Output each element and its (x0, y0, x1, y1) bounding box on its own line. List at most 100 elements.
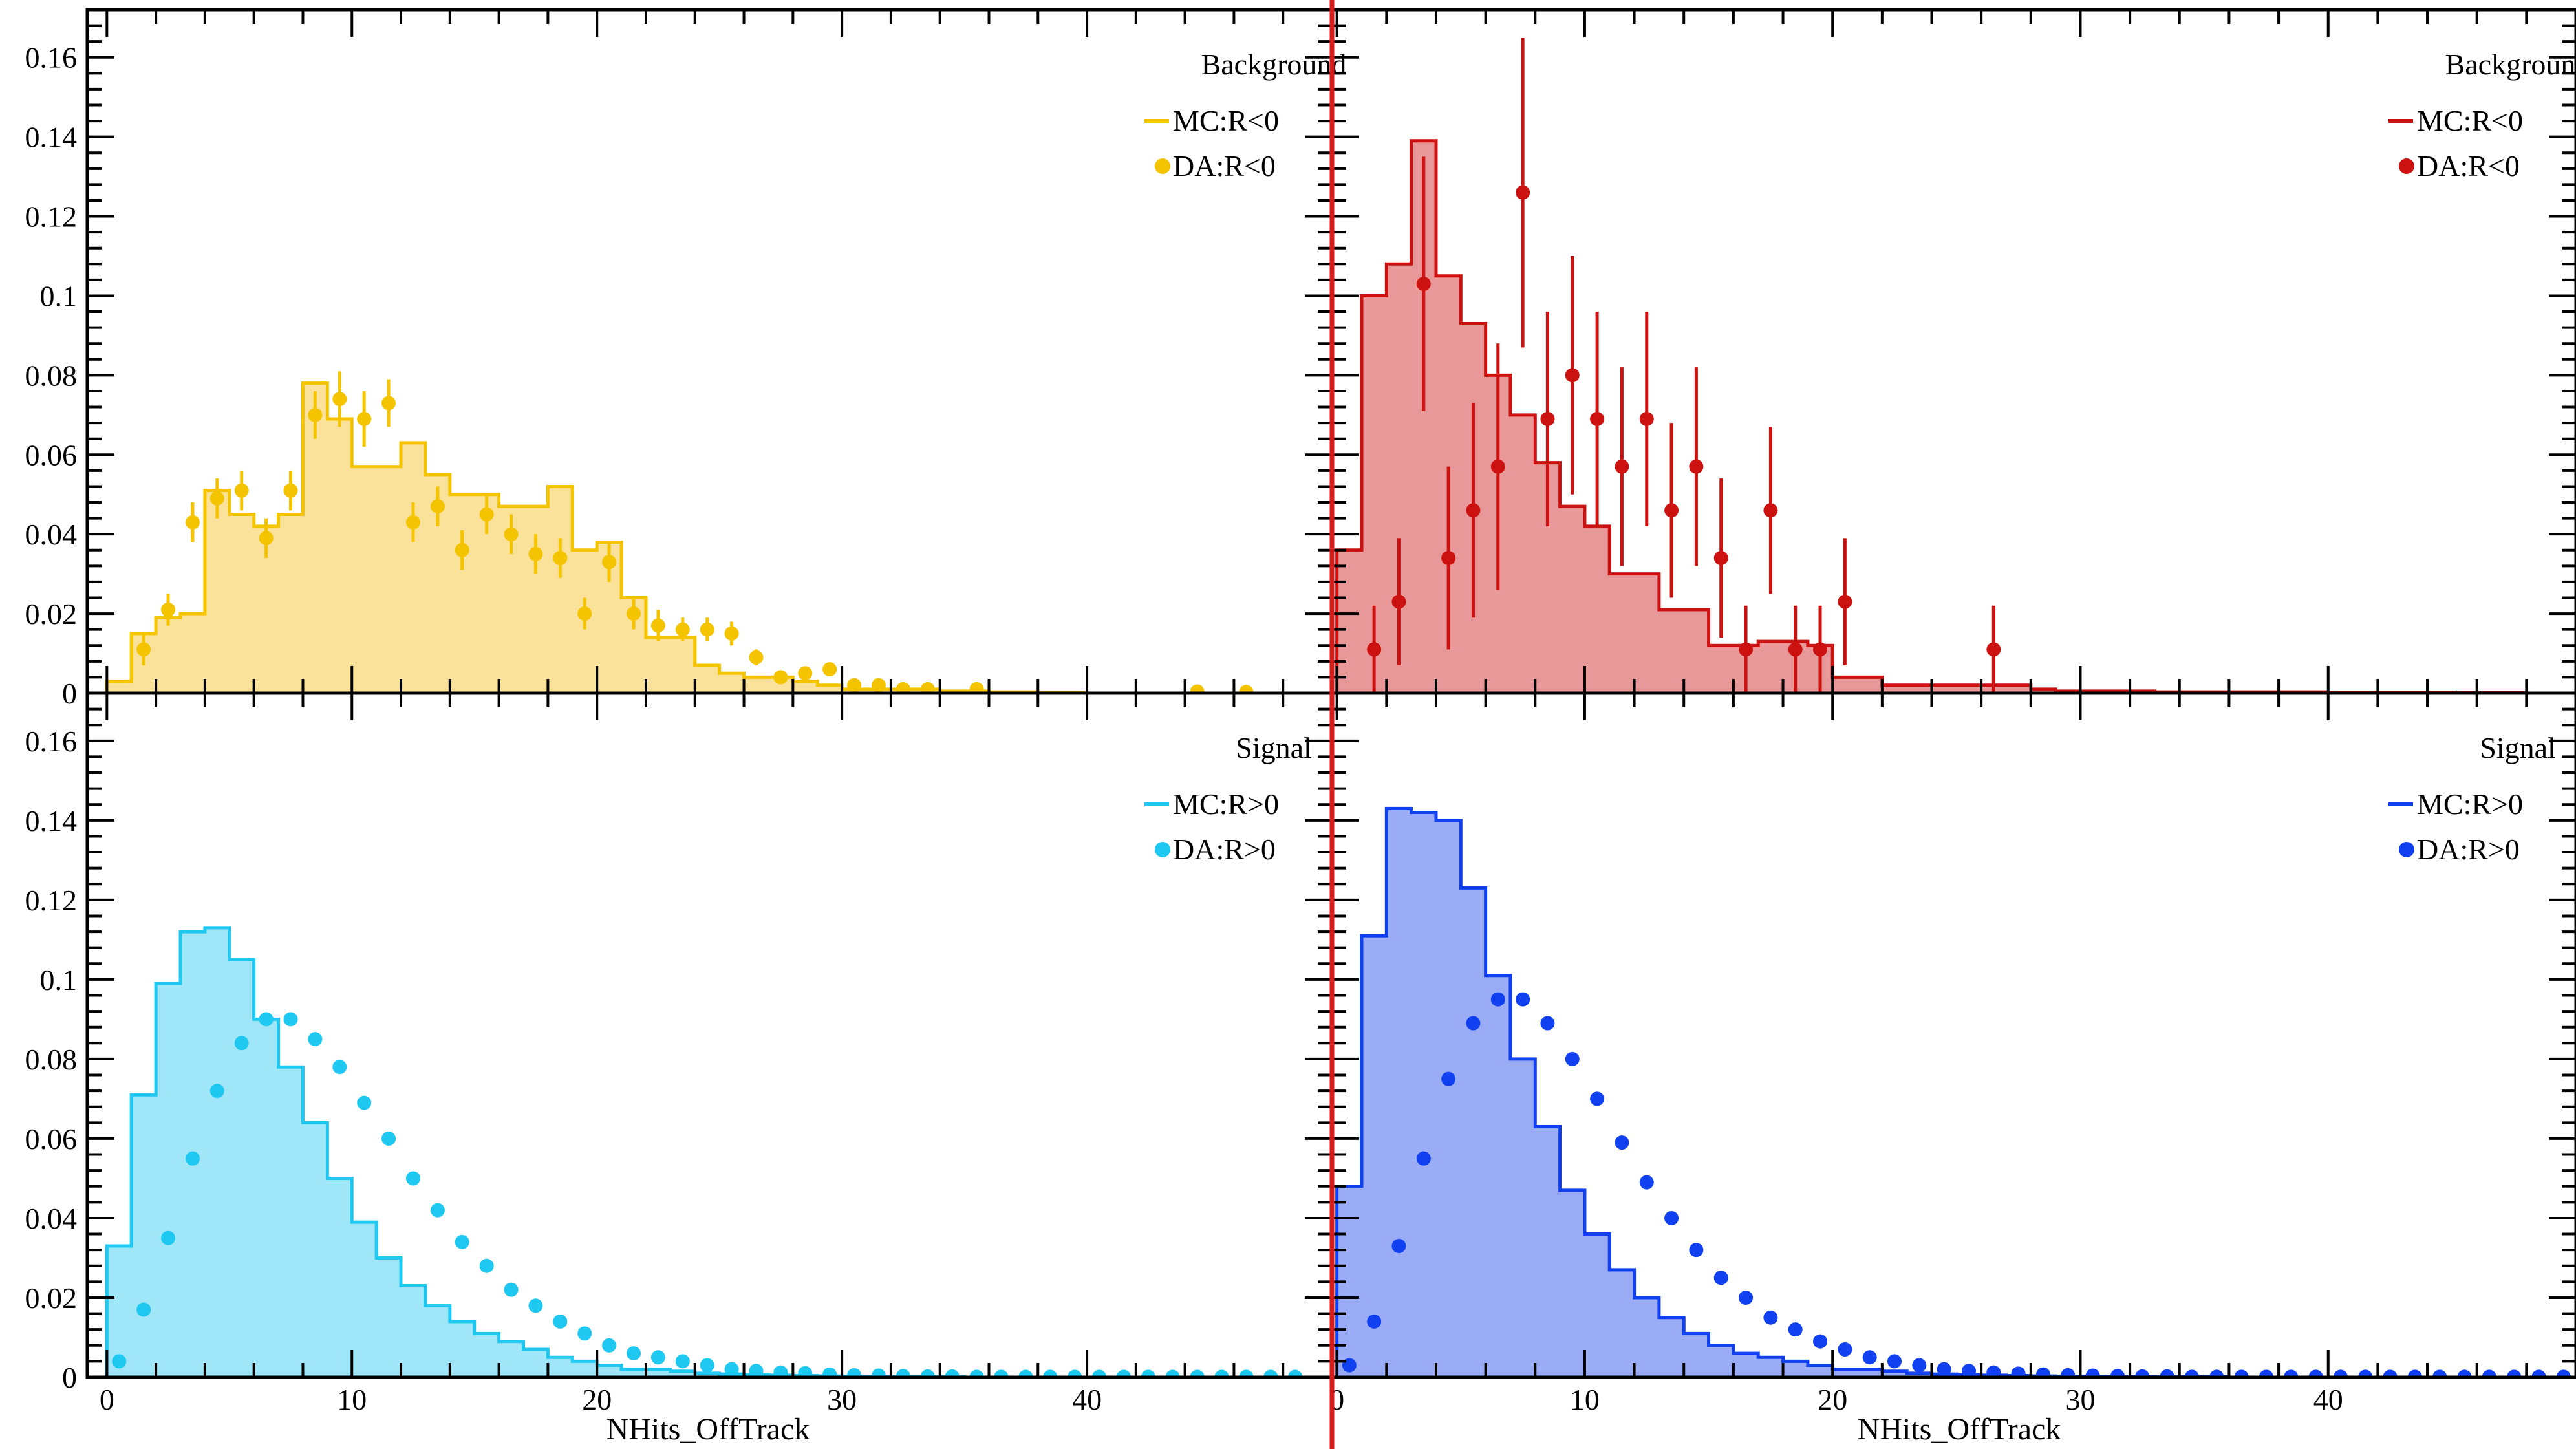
data-point (381, 396, 396, 411)
data-point (1763, 1310, 1778, 1325)
data-point (969, 682, 984, 693)
data-point (700, 622, 714, 637)
legend-title: Background (1201, 48, 1347, 81)
data-points-group (136, 371, 1254, 693)
y-tick-label: 0.16 (25, 41, 78, 74)
data-point (308, 407, 323, 422)
panel-top-left: 0 0.02 0.04 0.06 0.08 0.1 0.12 0.14 0.16 Backgrou… (25, 8, 1347, 710)
y-tick-label: 0.1 (40, 279, 78, 312)
data-point (1367, 1314, 1382, 1329)
data-point (1490, 459, 1505, 474)
data-point (308, 1032, 323, 1047)
data-point (234, 1036, 249, 1051)
data-point (2234, 1369, 2249, 1377)
data-point (945, 1369, 960, 1377)
data-point (2035, 1367, 2050, 1377)
data-point (332, 1060, 347, 1075)
legend: Signal MC:R>0 DA:R>0 (1144, 731, 1312, 866)
y-tick-label: 0.04 (25, 1202, 78, 1235)
data-point (577, 606, 592, 621)
data-point (1516, 992, 1530, 1007)
data-point (504, 1282, 519, 1297)
data-point (2135, 1369, 2150, 1377)
y-tick-label: 0.06 (25, 1122, 78, 1155)
data-point (112, 1354, 127, 1369)
data-point (430, 1203, 445, 1218)
data-point (2160, 1369, 2174, 1377)
x-axis-title-right: NHits_OffTrack (1858, 1412, 2061, 1446)
data-point (1165, 1369, 1180, 1377)
y-tick-label: 0.12 (25, 200, 78, 233)
data-point (332, 392, 347, 407)
y-tick-label: 0.14 (25, 804, 78, 837)
data-point (405, 515, 420, 530)
data-point (1639, 1175, 1654, 1190)
data-point (2383, 1369, 2398, 1377)
data-point (1239, 1369, 1254, 1377)
legend-mc-label: MC:R<0 (1173, 104, 1279, 137)
panel-bottom-left: 0 0.02 0.04 0.06 0.08 0.1 0.12 0.14 0.16 0 10 20 30 4… (25, 691, 1334, 1416)
data-point (283, 1012, 298, 1027)
data-point (798, 666, 813, 681)
data-point (2531, 1369, 2546, 1377)
data-point (1590, 411, 1605, 426)
data-point (1416, 1151, 1431, 1166)
data-point (1763, 503, 1778, 518)
data-point (1466, 503, 1481, 518)
data-point (209, 1084, 224, 1099)
data-point (1639, 411, 1654, 426)
data-point (675, 1354, 690, 1369)
y-tick-label: 0.08 (25, 359, 78, 392)
data-point (2308, 1369, 2323, 1377)
legend-data-label: DA:R>0 (2417, 833, 2520, 866)
data-point (234, 483, 249, 498)
data-point (528, 1298, 543, 1313)
legend-data-swatch (2399, 842, 2414, 857)
data-points-group (1367, 38, 2001, 693)
x-tick-label: 20 (582, 1383, 612, 1416)
data-point (1516, 185, 1530, 200)
legend-data-swatch (1155, 842, 1170, 857)
data-point (528, 546, 543, 561)
data-point (1565, 368, 1580, 383)
data-point (259, 1012, 274, 1027)
data-point (1263, 1369, 1278, 1377)
data-point (430, 499, 445, 514)
data-point (2556, 1369, 2571, 1377)
data-point (1018, 1369, 1033, 1377)
legend-data-swatch (1155, 158, 1170, 174)
data-point (1838, 594, 1852, 609)
data-point (1466, 1016, 1481, 1031)
data-point (1190, 684, 1205, 693)
data-point (871, 678, 886, 692)
data-point (1490, 992, 1505, 1007)
data-point (602, 1338, 617, 1353)
x-tick-label: 30 (2065, 1383, 2095, 1416)
data-point (1689, 459, 1704, 474)
data-point (1862, 1350, 1877, 1365)
data-point (920, 1369, 935, 1377)
data-point (1239, 685, 1254, 693)
mc-histogram-fill (1336, 808, 2229, 1377)
data-point (773, 1365, 788, 1377)
data-point (1043, 1369, 1058, 1377)
data-point (1615, 1135, 1629, 1150)
data-point (1540, 1016, 1555, 1031)
data-point (161, 1230, 176, 1245)
data-point (577, 1326, 592, 1341)
data-point (479, 1258, 494, 1273)
data-point (357, 1095, 372, 1110)
data-point (1441, 551, 1456, 566)
data-point (381, 1131, 396, 1146)
data-point (2284, 1369, 2299, 1377)
data-point (2184, 1369, 2199, 1377)
y-tick-label: 0.12 (25, 884, 78, 917)
data-point (2085, 1368, 2100, 1377)
y-tick-label: 0.16 (25, 725, 78, 758)
data-point (1214, 1369, 1229, 1377)
legend: Background MC:R<0 DA:R<0 (2388, 48, 2576, 182)
data-point (1565, 1051, 1580, 1066)
data-point (1441, 1071, 1456, 1086)
